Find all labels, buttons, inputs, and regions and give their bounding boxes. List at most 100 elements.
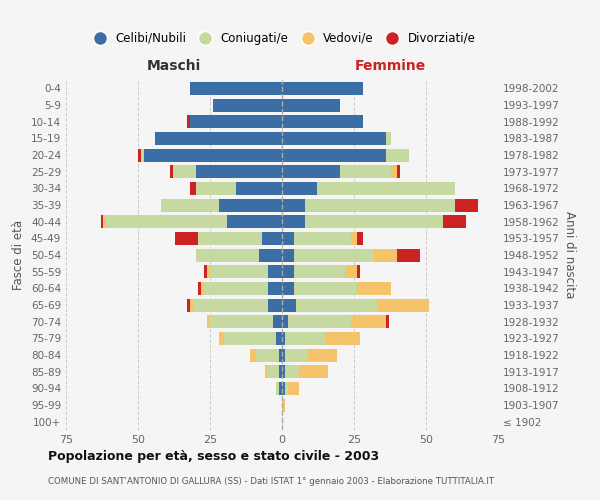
Bar: [285, 365, 299, 378]
Bar: [199, 232, 262, 245]
Bar: [357, 232, 362, 245]
Bar: [268, 298, 282, 312]
Bar: [288, 315, 351, 328]
Bar: [204, 282, 268, 295]
Bar: [282, 165, 340, 178]
Bar: [293, 282, 357, 295]
Bar: [268, 265, 282, 278]
Bar: [193, 298, 268, 312]
Bar: [173, 165, 196, 178]
Bar: [141, 148, 144, 162]
Bar: [282, 115, 362, 128]
Text: Femmine: Femmine: [355, 60, 425, 74]
Bar: [103, 215, 106, 228]
Bar: [274, 315, 282, 328]
Bar: [282, 248, 293, 262]
Bar: [262, 232, 282, 245]
Bar: [282, 98, 340, 112]
Bar: [144, 148, 282, 162]
Bar: [386, 148, 409, 162]
Bar: [351, 232, 357, 245]
Bar: [282, 182, 317, 195]
Bar: [161, 198, 218, 211]
Bar: [346, 265, 357, 278]
Bar: [282, 298, 296, 312]
Bar: [282, 132, 386, 145]
Bar: [187, 115, 190, 128]
Text: Maschi: Maschi: [147, 60, 201, 74]
Bar: [317, 182, 455, 195]
Bar: [282, 148, 386, 162]
Bar: [299, 365, 328, 378]
Bar: [207, 315, 210, 328]
Bar: [227, 215, 282, 228]
Bar: [357, 265, 360, 278]
Bar: [386, 315, 389, 328]
Bar: [268, 365, 279, 378]
Bar: [325, 332, 360, 345]
Bar: [282, 198, 305, 211]
Bar: [282, 215, 305, 228]
Bar: [305, 198, 455, 211]
Bar: [190, 182, 196, 195]
Bar: [386, 132, 391, 145]
Bar: [305, 215, 443, 228]
Y-axis label: Fasce di età: Fasce di età: [13, 220, 25, 290]
Bar: [340, 165, 391, 178]
Bar: [259, 248, 282, 262]
Bar: [279, 365, 282, 378]
Bar: [175, 232, 199, 245]
Bar: [282, 315, 288, 328]
Bar: [207, 265, 210, 278]
Bar: [155, 132, 282, 145]
Bar: [196, 182, 236, 195]
Bar: [351, 315, 386, 328]
Bar: [397, 165, 400, 178]
Bar: [276, 382, 279, 395]
Bar: [279, 382, 282, 395]
Bar: [196, 165, 282, 178]
Bar: [282, 348, 285, 362]
Bar: [374, 248, 397, 262]
Bar: [276, 332, 282, 345]
Bar: [397, 248, 420, 262]
Bar: [138, 148, 141, 162]
Bar: [236, 182, 282, 195]
Bar: [293, 265, 346, 278]
Bar: [282, 382, 285, 395]
Bar: [357, 282, 391, 295]
Bar: [282, 82, 362, 95]
Bar: [455, 198, 478, 211]
Bar: [391, 165, 397, 178]
Bar: [282, 282, 293, 295]
Bar: [282, 332, 285, 345]
Bar: [196, 248, 259, 262]
Bar: [210, 265, 268, 278]
Bar: [282, 398, 285, 411]
Text: COMUNE DI SANT'ANTONIO DI GALLURA (SS) - Dati ISTAT 1° gennaio 2003 - Elaborazio: COMUNE DI SANT'ANTONIO DI GALLURA (SS) -…: [48, 478, 494, 486]
Bar: [293, 248, 374, 262]
Bar: [170, 165, 173, 178]
Bar: [190, 298, 193, 312]
Bar: [250, 348, 256, 362]
Bar: [296, 298, 377, 312]
Bar: [218, 332, 224, 345]
Bar: [293, 232, 351, 245]
Bar: [210, 315, 274, 328]
Bar: [282, 265, 293, 278]
Bar: [199, 282, 202, 295]
Bar: [187, 298, 190, 312]
Bar: [443, 215, 466, 228]
Bar: [218, 198, 282, 211]
Legend: Celibi/Nubili, Coniugati/e, Vedovi/e, Divorziati/e: Celibi/Nubili, Coniugati/e, Vedovi/e, Di…: [83, 27, 481, 50]
Text: Popolazione per età, sesso e stato civile - 2003: Popolazione per età, sesso e stato civil…: [48, 450, 379, 463]
Bar: [282, 365, 285, 378]
Bar: [213, 98, 282, 112]
Bar: [190, 115, 282, 128]
Bar: [279, 348, 282, 362]
Bar: [224, 332, 276, 345]
Bar: [106, 215, 227, 228]
Y-axis label: Anni di nascita: Anni di nascita: [563, 212, 576, 298]
Bar: [308, 348, 337, 362]
Bar: [288, 382, 299, 395]
